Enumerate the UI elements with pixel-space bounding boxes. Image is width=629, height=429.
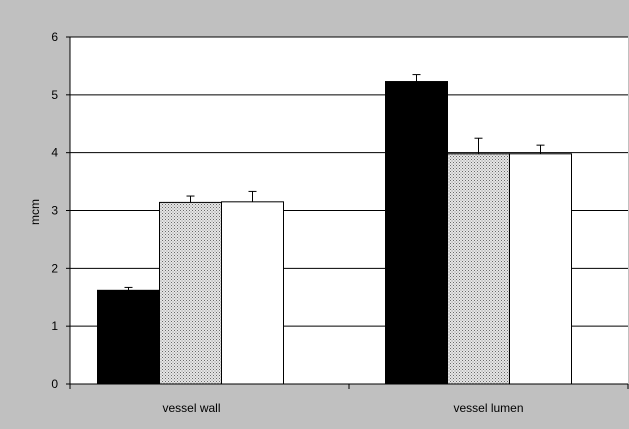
y-tick-label: 1 xyxy=(51,319,58,333)
y-tick-label: 5 xyxy=(51,88,58,102)
y-tick-label: 3 xyxy=(51,204,58,218)
bar-vessel-wall-2 xyxy=(159,201,222,385)
y-tick-label: 0 xyxy=(51,377,58,391)
x-tick-label: vessel lumen xyxy=(453,401,523,415)
y-tick-label: 2 xyxy=(51,261,58,275)
x-tick-label: vessel wall xyxy=(162,401,220,415)
y-tick-label: 4 xyxy=(51,146,58,160)
bar-vessel-wall-3 xyxy=(221,201,284,385)
bar-vessel-wall-1 xyxy=(97,289,160,385)
y-tick-label: 6 xyxy=(51,30,58,44)
y-axis-label: mcm xyxy=(28,199,42,225)
bar-vessel-lumen-2 xyxy=(447,153,510,385)
bar-vessel-lumen-3 xyxy=(509,153,572,385)
bar-vessel-lumen-1 xyxy=(385,81,448,385)
